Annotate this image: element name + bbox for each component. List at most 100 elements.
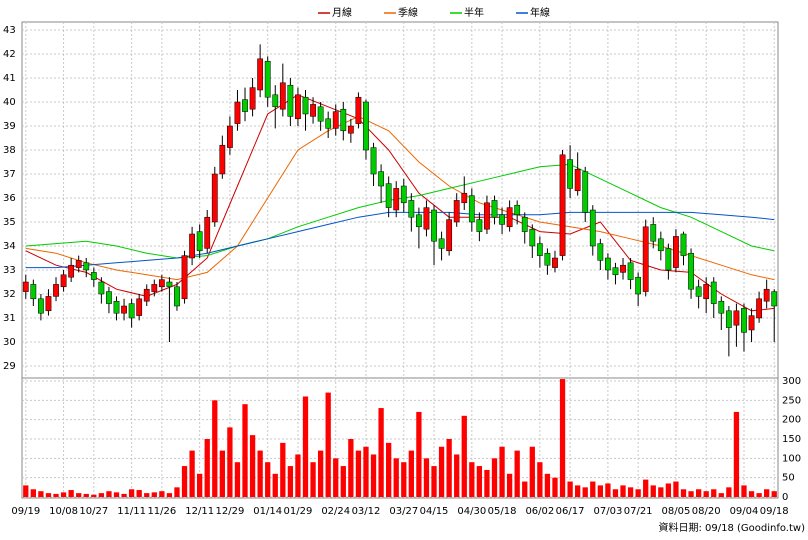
volume-bar: [695, 489, 702, 497]
x-tick-label: 05/18: [488, 506, 517, 517]
candle-body: [461, 192, 468, 204]
volume-bar: [272, 473, 278, 497]
legend-label: 月線: [332, 6, 352, 19]
volume-bar: [423, 458, 430, 497]
x-tick-label: 06/02: [525, 506, 554, 517]
candle-body: [559, 154, 566, 256]
volume-bar: [491, 458, 498, 497]
candle-body: [476, 219, 483, 232]
x-tick-label: 06/17: [556, 506, 585, 517]
volume-bar: [348, 439, 354, 497]
candle-body: [446, 219, 453, 252]
volume-bar: [378, 408, 384, 497]
volume-bar: [484, 469, 490, 497]
candle-body: [310, 104, 316, 117]
x-tick-label: 04/30: [457, 506, 486, 517]
volume-tick-label: 150: [782, 434, 801, 445]
volume-bar: [544, 473, 551, 497]
volume-bar: [242, 404, 248, 497]
volume-bar: [431, 466, 437, 497]
candle-body: [287, 84, 294, 117]
candle-body: [514, 204, 521, 216]
volume-bar: [408, 450, 414, 497]
volume-bar: [23, 485, 29, 497]
volume-bar: [771, 491, 777, 497]
candle-body: [589, 209, 596, 247]
candle-body: [302, 96, 309, 115]
candle-body: [158, 279, 165, 288]
candle-body: [113, 300, 120, 314]
volume-bar: [514, 450, 520, 497]
candle-body: [60, 274, 67, 288]
candle-body: [642, 226, 649, 292]
volume-bar: [76, 493, 82, 497]
candle-body: [453, 200, 460, 223]
footer: 資料日期: 09/18 (Goodinfo.tw): [658, 521, 805, 534]
candle-body: [688, 252, 694, 290]
volume-bar: [295, 454, 301, 497]
y-tick-label: 31: [3, 313, 16, 324]
legend-label: 季線: [398, 6, 418, 19]
volume-bar: [627, 487, 634, 497]
candle-body: [136, 298, 143, 316]
volume-bar: [204, 439, 210, 497]
volume-bar: [370, 454, 377, 497]
volume-bar: [310, 462, 316, 497]
volume-bar: [635, 489, 641, 497]
candle-body: [393, 188, 400, 211]
candle-body: [75, 260, 82, 268]
candle-body: [582, 171, 589, 213]
volume-bar: [650, 485, 656, 497]
volume-bar: [181, 466, 188, 497]
candle-body: [204, 216, 211, 249]
x-tick-label: 10/27: [79, 506, 108, 517]
x-tick-label: 09/19: [11, 506, 40, 517]
volume-bar: [469, 462, 475, 497]
candle-body: [143, 288, 150, 302]
volume-bar: [386, 442, 392, 497]
volume-bar: [257, 450, 263, 497]
volume-bar: [401, 462, 407, 497]
candle-body: [295, 94, 301, 120]
x-tick-label: 12/29: [215, 506, 244, 517]
volume-bar: [537, 462, 543, 497]
volume-bar: [416, 411, 422, 497]
candle-body: [771, 291, 778, 307]
candle-body: [227, 125, 233, 148]
volume-tick-label: 50: [782, 473, 795, 484]
candle-body: [431, 209, 437, 242]
volume-bar: [703, 491, 709, 497]
candle-body: [211, 173, 218, 223]
candle-body: [196, 231, 203, 252]
candle-body: [544, 252, 551, 266]
candle-body: [151, 284, 158, 292]
volume-bar: [121, 493, 127, 497]
volume-bar: [582, 487, 588, 497]
volume-tick-label: 0: [782, 492, 788, 503]
volume-bar: [166, 493, 173, 497]
candle-body: [317, 106, 324, 122]
volume-bar: [665, 483, 672, 497]
candle-body: [166, 281, 173, 288]
volume-bar: [113, 492, 120, 497]
x-tick-label: 12/11: [185, 506, 214, 517]
volume-bar: [333, 458, 339, 497]
volume-bar: [128, 489, 135, 497]
x-tick-label: 04/15: [420, 506, 449, 517]
legend-label: 半年: [464, 6, 484, 19]
volume-bar: [733, 411, 740, 497]
volume-bar: [197, 473, 203, 497]
volume-bar: [461, 415, 467, 497]
candle-body: [620, 264, 626, 273]
candle-body: [718, 300, 725, 314]
candle-body: [128, 303, 135, 319]
volume-bar: [68, 490, 74, 497]
x-tick-label: 02/24: [321, 506, 350, 517]
candle-body: [536, 243, 543, 256]
candle-body: [257, 58, 264, 91]
volume-bar: [174, 487, 180, 497]
volume-bar: [612, 489, 619, 497]
volume-bar: [287, 466, 294, 497]
candle-body: [468, 195, 475, 223]
